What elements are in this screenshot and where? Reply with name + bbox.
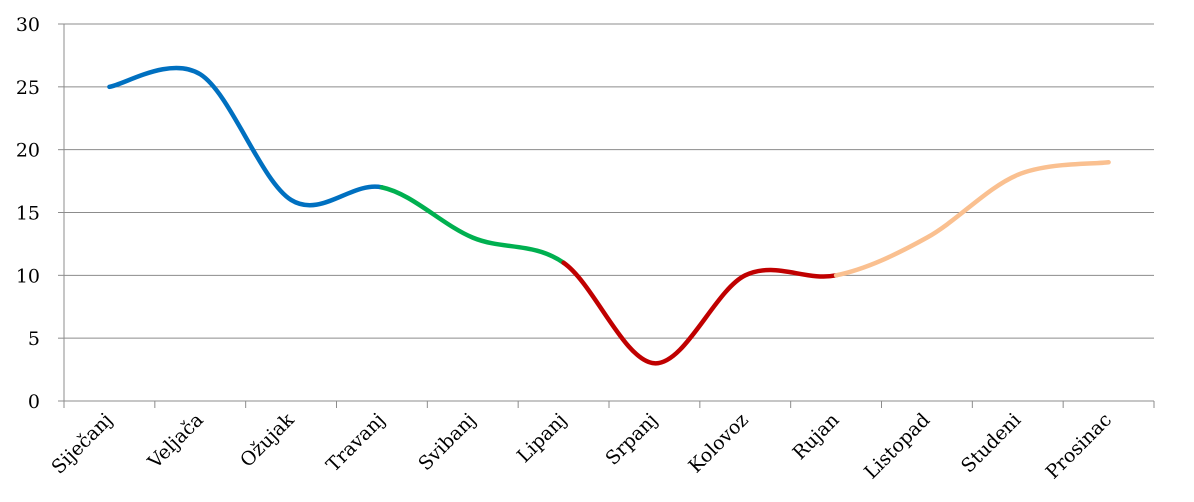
data-series [107,65,1111,366]
x-tick-label: Listopad [860,409,934,483]
x-tick-label: Prosinac [1042,409,1116,483]
x-tick-label: Siječanj [47,409,117,479]
x-tick-labels: Siječanj Veljača Ožujak Travanj Svibanj Lipan… [47,409,1116,484]
y-tick-label: 0 [28,391,40,413]
axes [58,23,1155,408]
series-line-segment [833,159,1111,278]
x-tick-label: Travanj [322,409,389,476]
series-line-segment [379,185,566,266]
x-tick-label: Ožujak [236,409,299,472]
y-tick-label: 15 [16,203,40,225]
y-tick-label: 25 [16,77,40,99]
series-line-segment [561,260,839,366]
x-tick-label: Kolovoz [684,409,752,477]
y-tick-label: 30 [16,14,40,36]
x-tick-label: Rujan [788,409,843,464]
x-tick-label: Studeni [957,409,1025,477]
x-tick-label: Veljača [143,409,208,474]
y-tick-label: 20 [16,140,40,162]
series-line-segment [107,65,385,208]
x-tick-label: Svibanj [414,409,480,475]
x-tick-label: Lipanj [513,409,571,467]
gridlines [64,23,1154,339]
y-tick-label: 10 [16,265,40,287]
y-tick-label: 5 [28,328,40,350]
x-tick-label: Srpanj [601,409,662,470]
y-tick-labels: 0 5 10 15 20 25 30 [16,14,40,413]
